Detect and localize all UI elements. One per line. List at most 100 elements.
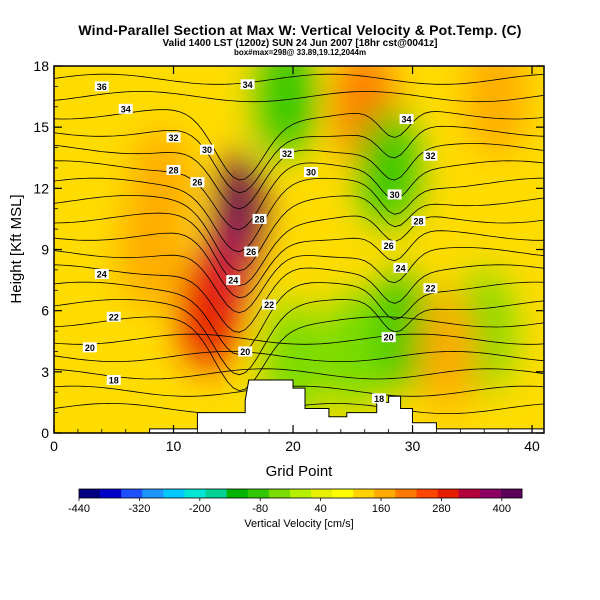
x-tick-label: 10 [166,438,182,454]
colorbar-tick-label: 160 [372,503,390,515]
contour-label-text: 28 [169,165,179,175]
colorbar: -440 -320 -200 -80 40 160 280 400 [68,488,523,515]
contour-label: 24 [393,262,408,273]
contour-label-text: 26 [192,178,202,188]
chart-subtitle-2: box#max=298@ 33.89,19.12,2044m [233,48,367,57]
colorbar-swatch [437,489,460,498]
y-tick-label: 15 [33,119,49,135]
contour-label-bg [226,275,241,286]
theta-contour-line [54,91,544,103]
contour-label: 28 [166,164,181,175]
theta-contour-line [54,143,544,210]
contour-label-bg [372,393,387,404]
colorbar-title: Vertical Velocity [cm/s] [244,518,353,530]
contour-label-bg [190,177,205,188]
colorbar-tick-label: 40 [315,503,327,515]
colorbar-swatch [184,489,206,498]
colorbar-swatch [205,489,228,498]
colorbar-swatch [416,489,439,498]
contour-label: 28 [252,213,267,224]
chart-title: Wind-Parallel Section at Max W: Vertical… [78,22,522,38]
colorbar-swatch [79,489,101,498]
theta-contour-line [54,125,544,194]
contour-label-text: 30 [202,145,212,155]
theta-contour-line [54,333,544,345]
contour-label: 32 [423,150,438,161]
colorbar-swatch [479,489,502,498]
velocity-field [119,66,527,422]
contour-label-bg [381,332,396,343]
y-tick-label: 9 [41,242,49,258]
theta-contour-line [54,247,544,314]
contour-label-bg [240,79,255,90]
contour-label: 26 [190,177,205,188]
theta-contour-line [54,195,544,272]
contour-label: 22 [423,283,438,294]
x-axis: 0 10 20 30 40 [50,66,540,454]
contour-label-text: 24 [228,276,238,286]
y-tick-label: 0 [41,425,49,441]
contour-label-bg [423,150,438,161]
contour-label: 18 [372,393,387,404]
theta-contour-line [54,281,544,355]
theta-contour-line [54,109,544,181]
contour-label-bg [238,346,253,357]
velocity-cell-9 [370,271,431,392]
velocity-cell-6 [466,66,527,157]
contour-label-bg [94,268,109,279]
velocity-cell-10 [322,291,383,412]
contour-label: 24 [226,275,241,286]
colorbar-frame [78,488,523,499]
colorbar-swatch [289,489,312,498]
contour-label-text: 18 [374,394,384,404]
colorbar-swatch [268,489,291,498]
theta-contour-line [54,230,544,299]
contour-label-bg [262,299,277,310]
colorbar-swatch [163,489,185,498]
contour-label-text: 34 [243,80,253,90]
contour-label-bg [280,148,295,159]
colorbar-swatch [247,489,270,498]
colorbar-swatch [311,489,333,498]
y-tick-label: 6 [41,303,49,319]
colorbar-swatch [395,489,417,498]
contour-label: 28 [411,215,426,226]
contour-label: 20 [238,346,253,357]
velocity-cell-2 [179,250,240,371]
contour-label-bg [423,283,438,294]
contour-label-bg [106,374,121,385]
contour-label-bg [399,114,414,125]
colorbar-swatch [332,489,354,498]
contour-label: 26 [244,246,259,257]
contour-label-text: 22 [109,312,119,322]
contour-label-text: 20 [240,347,250,357]
contour-label-text: 30 [306,168,316,178]
contour-label-bg [252,213,267,224]
contour-label-bg [166,132,181,143]
x-axis-title: Grid Point [266,463,334,480]
y-tick-label: 3 [41,364,49,380]
x-tick-label: 30 [405,438,421,454]
contour-label-text: 26 [246,247,256,257]
colorbar-swatch [142,489,164,498]
velocity-cell-4 [131,128,192,249]
theta-contour-line [54,177,544,253]
theta-contour-line [54,368,544,380]
chart-subtitle: Valid 1400 LST (1200z) SUN 24 Jun 2007 [… [162,38,438,49]
contour-label-text: 28 [255,214,265,224]
colorbar-tick-label: -320 [128,503,150,515]
contour-label-text: 34 [121,104,131,114]
contour-label: 32 [280,148,295,159]
colorbar-swatch [353,489,375,498]
x-tick-label: 0 [50,438,58,454]
terrain [54,379,545,434]
theta-contour-line [54,73,544,85]
x-tick-label: 20 [285,438,301,454]
contour-label-bg [244,246,259,257]
colorbar-tick-label: 400 [493,503,511,515]
contour-label-bg [381,240,396,251]
y-axis-title: Height [Kft MSL] [8,194,25,303]
contour-label: 18 [106,374,121,385]
